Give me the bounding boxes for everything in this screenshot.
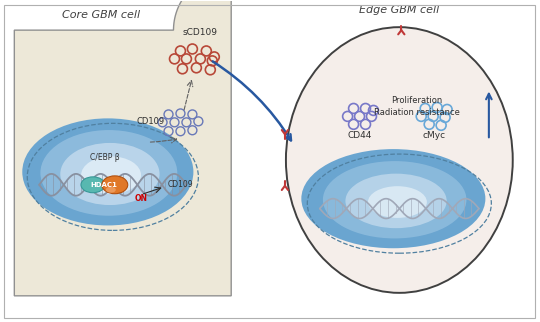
Ellipse shape [102, 176, 128, 194]
Ellipse shape [323, 161, 467, 238]
Ellipse shape [368, 186, 427, 218]
Text: CD44: CD44 [347, 131, 372, 140]
Text: CD109: CD109 [167, 180, 193, 189]
Ellipse shape [60, 143, 159, 205]
Text: Core GBM cell: Core GBM cell [62, 10, 140, 20]
Text: CD109: CD109 [137, 117, 165, 126]
Text: Radiation resistance: Radiation resistance [374, 108, 460, 117]
Text: cMyc: cMyc [423, 131, 445, 140]
Ellipse shape [286, 27, 513, 293]
Ellipse shape [106, 187, 116, 193]
Text: HDAC1: HDAC1 [90, 182, 117, 188]
Text: ON: ON [134, 194, 147, 203]
Ellipse shape [81, 156, 141, 194]
Text: Edge GBM cell: Edge GBM cell [359, 5, 440, 15]
Ellipse shape [301, 149, 485, 248]
Ellipse shape [81, 177, 105, 193]
Ellipse shape [22, 118, 193, 225]
Polygon shape [15, 0, 231, 296]
Ellipse shape [346, 174, 447, 228]
Text: C/EBP β: C/EBP β [90, 153, 120, 162]
Text: Proliferation: Proliferation [392, 96, 443, 105]
Text: sCD109: sCD109 [183, 28, 218, 37]
Ellipse shape [40, 130, 177, 216]
